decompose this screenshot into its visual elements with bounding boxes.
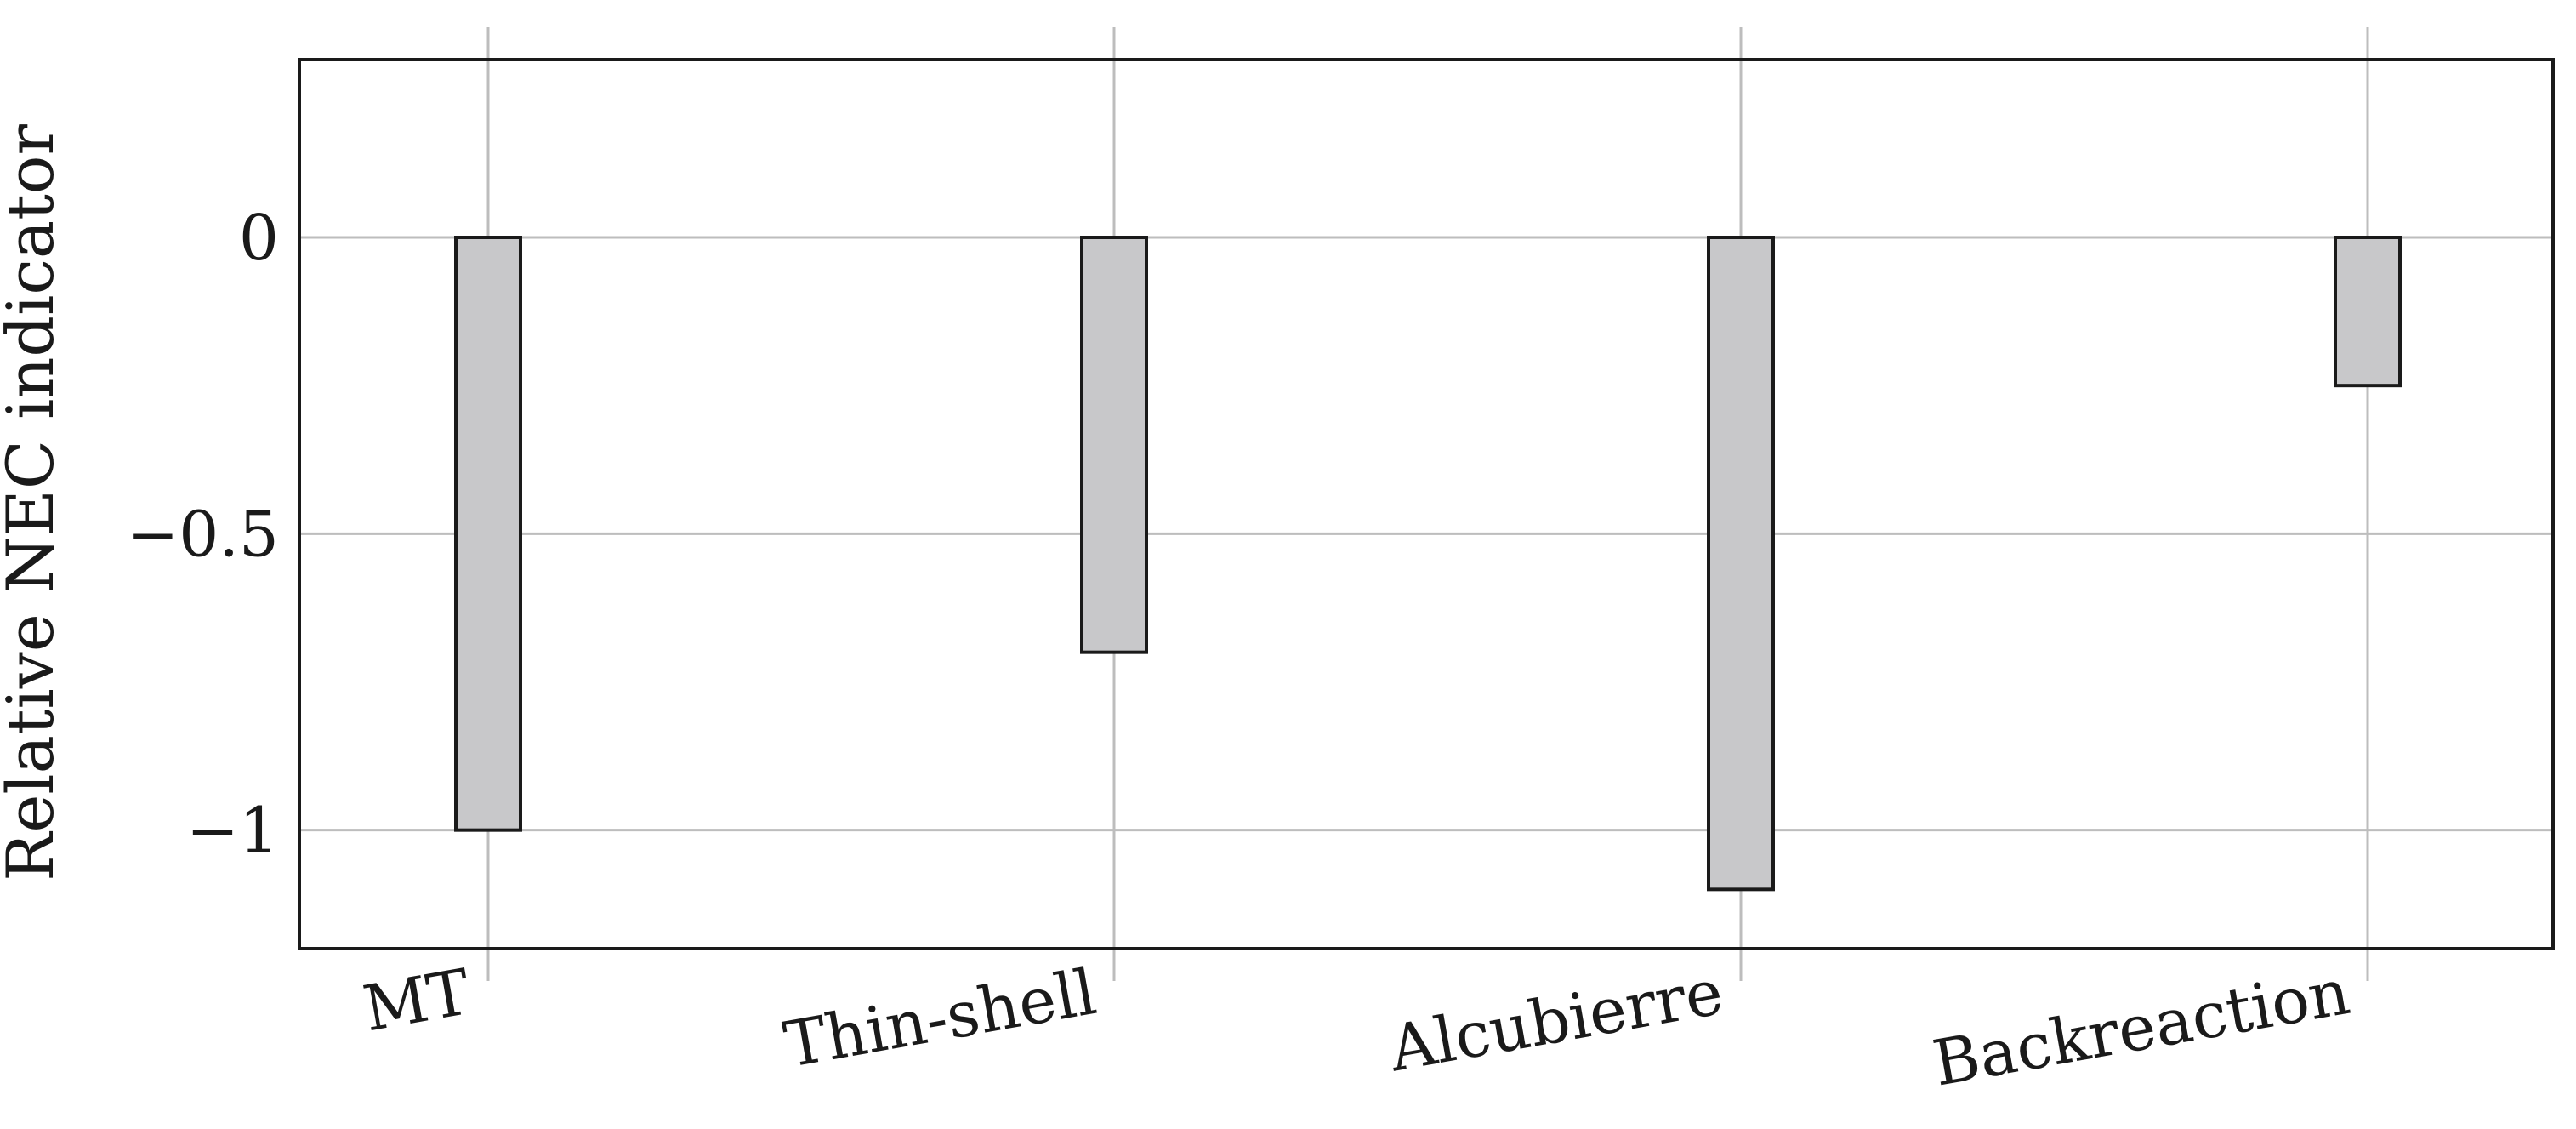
bars (454, 236, 2402, 892)
y-axis-label: Relative NEC indicator (0, 123, 68, 881)
grid-lines (299, 27, 2553, 981)
bar-thin-shell (1080, 236, 1148, 654)
x-category-label: MT (358, 955, 475, 1046)
x-category-label: Alcubierre (1384, 955, 1729, 1086)
plot-frame (298, 58, 2555, 950)
bar-mt (454, 236, 522, 832)
bar-backreaction (2334, 236, 2402, 388)
y-tick-labels: 0 −0.5 −1 (126, 202, 279, 868)
y-tick-label: −1 (186, 795, 279, 868)
y-tick-label: −0.5 (126, 498, 279, 571)
x-category-labels: MT Thin-shell Alcubierre Backreaction (358, 955, 2355, 1101)
bar-alcubierre (1707, 236, 1775, 892)
y-tick-label: 0 (239, 202, 279, 275)
x-category-label: Thin-shell (779, 955, 1101, 1082)
x-category-label: Backreaction (1928, 955, 2356, 1101)
